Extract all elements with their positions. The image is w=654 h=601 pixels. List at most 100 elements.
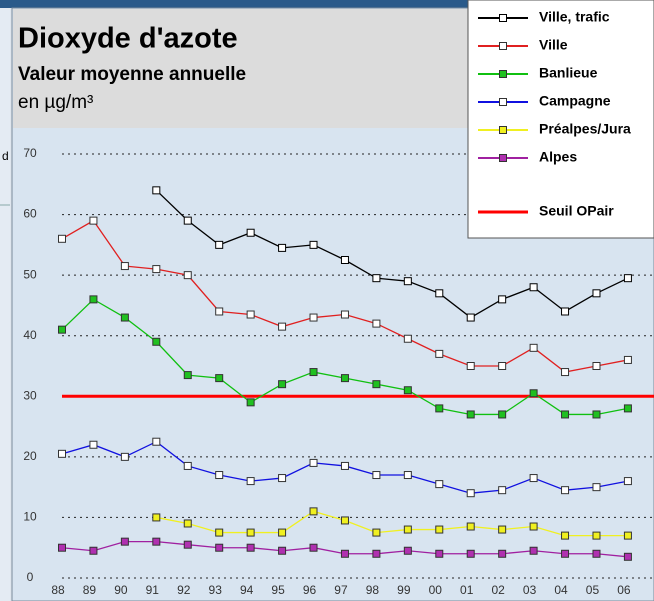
point bbox=[246, 543, 255, 552]
point bbox=[498, 362, 507, 370]
point bbox=[435, 404, 444, 413]
point bbox=[58, 234, 66, 243]
point bbox=[592, 410, 601, 419]
point bbox=[529, 546, 538, 555]
side-panel bbox=[0, 8, 10, 601]
point bbox=[340, 374, 349, 383]
y-tick-label: 70 bbox=[23, 146, 37, 160]
point bbox=[278, 322, 287, 331]
point bbox=[183, 216, 192, 225]
point bbox=[89, 216, 98, 225]
point bbox=[529, 343, 538, 352]
series-line bbox=[156, 510, 628, 537]
point bbox=[340, 310, 349, 319]
y-tick-label: 30 bbox=[23, 388, 37, 402]
point bbox=[623, 477, 632, 486]
point bbox=[372, 380, 381, 389]
y-tick-label: 20 bbox=[23, 449, 37, 463]
point bbox=[152, 437, 161, 446]
legend-label: Campagne bbox=[539, 93, 611, 109]
point bbox=[246, 528, 255, 537]
x-tick-label: 96 bbox=[303, 583, 317, 597]
point bbox=[183, 519, 192, 528]
legend-marker bbox=[499, 98, 507, 106]
point bbox=[152, 537, 161, 546]
point bbox=[215, 471, 224, 480]
point bbox=[403, 471, 412, 480]
point bbox=[403, 525, 412, 534]
point bbox=[278, 380, 287, 389]
point bbox=[529, 474, 538, 483]
point bbox=[435, 289, 444, 298]
x-tick-label: 99 bbox=[397, 583, 411, 597]
point bbox=[623, 552, 632, 561]
point bbox=[246, 398, 255, 407]
x-tick-label: 06 bbox=[617, 583, 631, 597]
unit-label: en µg/m³ bbox=[18, 92, 93, 113]
x-tick-label: 91 bbox=[146, 583, 160, 597]
legend-label: Seuil OPair bbox=[539, 203, 614, 219]
legend-marker bbox=[499, 154, 507, 162]
chart-title: Dioxyde d'azote bbox=[18, 23, 238, 55]
point bbox=[278, 528, 287, 537]
point bbox=[623, 274, 632, 283]
point bbox=[466, 489, 475, 498]
x-tick-label: 98 bbox=[366, 583, 380, 597]
legend: Ville, trafic Ville Banlieue Campagne Préalp… bbox=[467, 0, 654, 239]
point bbox=[309, 368, 318, 377]
point bbox=[498, 549, 507, 558]
point bbox=[309, 458, 318, 467]
point bbox=[246, 477, 255, 486]
point bbox=[215, 528, 224, 537]
x-tick-label: 94 bbox=[240, 583, 254, 597]
point bbox=[246, 228, 255, 237]
point bbox=[403, 546, 412, 555]
point bbox=[246, 310, 255, 319]
legend-marker bbox=[499, 14, 507, 22]
series-line bbox=[155, 189, 629, 319]
point bbox=[340, 256, 349, 264]
point bbox=[561, 368, 570, 377]
point bbox=[278, 243, 287, 252]
point bbox=[215, 543, 224, 552]
point bbox=[215, 374, 224, 383]
point bbox=[152, 337, 161, 346]
point bbox=[372, 549, 381, 558]
point bbox=[466, 549, 475, 558]
point bbox=[278, 474, 287, 483]
legend-label: Ville bbox=[539, 37, 568, 53]
point bbox=[89, 440, 98, 449]
x-tick-label: 93 bbox=[209, 583, 223, 597]
x-tick-label: 89 bbox=[83, 583, 97, 597]
x-tick-label: 05 bbox=[586, 583, 600, 597]
point bbox=[152, 265, 161, 274]
point bbox=[498, 410, 507, 419]
point bbox=[403, 334, 412, 343]
x-tick-label: 97 bbox=[334, 583, 348, 597]
top-bar bbox=[0, 0, 654, 8]
side-text: d bbox=[2, 149, 9, 163]
point bbox=[435, 480, 444, 489]
point bbox=[435, 549, 444, 558]
point bbox=[623, 355, 632, 364]
point bbox=[58, 449, 66, 458]
point bbox=[120, 452, 129, 461]
point bbox=[183, 540, 192, 549]
point bbox=[183, 461, 192, 470]
legend-marker bbox=[499, 42, 507, 50]
point bbox=[309, 507, 318, 516]
chart-subtitle: Valeur moyenne annuelle bbox=[18, 64, 246, 85]
point bbox=[623, 404, 632, 413]
point bbox=[340, 516, 349, 525]
point bbox=[120, 537, 129, 546]
point bbox=[561, 410, 570, 419]
point bbox=[592, 362, 601, 370]
legend-label: Ville, trafic bbox=[539, 9, 610, 25]
point bbox=[372, 319, 381, 328]
point bbox=[152, 513, 161, 522]
point bbox=[120, 262, 129, 271]
point bbox=[340, 461, 349, 470]
point bbox=[435, 525, 444, 534]
point bbox=[309, 240, 318, 249]
